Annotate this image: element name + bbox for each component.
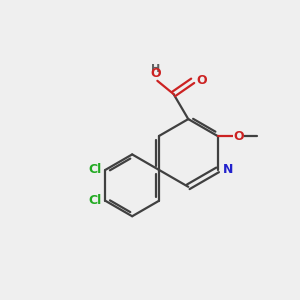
Text: N: N bbox=[223, 164, 233, 176]
Text: O: O bbox=[233, 130, 244, 142]
Text: O: O bbox=[151, 67, 161, 80]
Text: H: H bbox=[151, 64, 160, 74]
Text: O: O bbox=[196, 74, 207, 87]
Text: Cl: Cl bbox=[88, 164, 102, 176]
Text: Cl: Cl bbox=[88, 194, 102, 207]
